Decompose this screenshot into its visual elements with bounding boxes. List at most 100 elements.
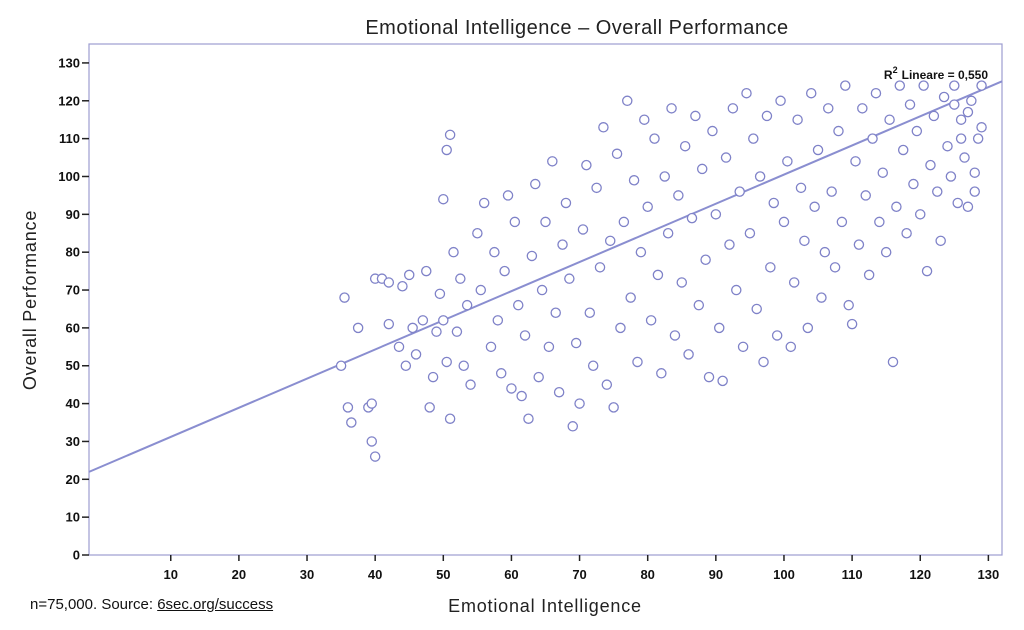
x-axis: 10 20 30 40 50 60 70 80 90 100 110 120 130 <box>164 555 999 582</box>
data-point <box>438 315 449 326</box>
data-point <box>870 87 882 99</box>
data-point <box>949 80 960 91</box>
data-point <box>669 330 681 341</box>
data-point <box>632 356 643 368</box>
data-point <box>744 228 756 239</box>
data-point <box>659 171 670 182</box>
r-superscript: 2 <box>893 65 898 75</box>
data-point <box>846 318 858 330</box>
data-point <box>771 330 783 341</box>
data-point <box>741 87 752 99</box>
y-tick-label: 90 <box>66 207 80 222</box>
data-point <box>935 235 946 247</box>
data-point <box>880 246 892 258</box>
x-tick-label: 30 <box>300 567 314 582</box>
data-point <box>451 326 463 337</box>
data-point <box>366 398 378 409</box>
data-point <box>335 360 347 371</box>
data-point <box>751 303 762 315</box>
data-point <box>570 337 582 349</box>
data-point <box>696 163 708 175</box>
y-tick-label: 70 <box>66 283 80 298</box>
data-point <box>703 371 715 383</box>
x-tick-label: 90 <box>709 567 723 582</box>
data-point <box>717 375 728 387</box>
data-point <box>530 178 541 190</box>
footnote-text: n=75,000. Source: <box>30 596 158 613</box>
y-tick-label: 50 <box>66 358 80 373</box>
data-point <box>625 292 636 303</box>
y-tick-label: 100 <box>58 169 80 184</box>
data-point <box>444 413 456 424</box>
data-point <box>523 413 534 424</box>
data-point <box>421 265 432 277</box>
source-link[interactable]: 6sec.org/success <box>157 596 274 613</box>
data-point <box>441 356 452 368</box>
data-point <box>516 390 527 402</box>
data-point <box>662 228 674 239</box>
data-point <box>765 262 776 273</box>
data-point <box>799 235 810 247</box>
data-point <box>812 144 824 156</box>
data-point <box>560 197 572 209</box>
y-tick-label: 0 <box>73 548 80 563</box>
data-point <box>904 99 916 110</box>
data-point <box>499 265 510 277</box>
data-point <box>495 368 507 379</box>
data-point <box>679 140 691 152</box>
data-point <box>533 371 544 383</box>
data-point <box>853 239 865 250</box>
data-point <box>666 103 677 114</box>
data-point <box>833 125 844 137</box>
x-tick-label: 50 <box>436 567 450 582</box>
y-tick-label: 130 <box>58 55 80 70</box>
data-point <box>972 133 984 144</box>
data-point <box>925 159 936 171</box>
data-point <box>867 133 878 144</box>
data-point <box>894 80 906 91</box>
data-point <box>836 216 848 228</box>
data-point <box>598 122 609 133</box>
data-point <box>932 186 943 197</box>
data-point <box>594 262 606 273</box>
data-point <box>887 356 899 368</box>
data-point <box>802 322 814 334</box>
data-point <box>710 209 722 220</box>
data-point <box>635 246 647 258</box>
data-point <box>724 239 735 250</box>
data-point <box>700 254 711 266</box>
data-point <box>690 110 701 122</box>
data-point <box>601 379 613 390</box>
data-point <box>458 360 469 371</box>
data-point <box>574 398 585 409</box>
data-point <box>792 114 803 125</box>
data-point <box>874 216 885 228</box>
data-point <box>441 144 452 156</box>
data-point <box>938 91 950 103</box>
data-point <box>891 201 902 213</box>
x-tick-label: 20 <box>232 567 246 582</box>
data-point <box>461 299 473 311</box>
data-point <box>918 80 929 91</box>
data-point <box>683 349 694 360</box>
data-point <box>840 80 851 91</box>
data-point <box>397 281 408 292</box>
data-point <box>713 322 725 334</box>
data-point <box>652 269 664 281</box>
data-point <box>587 360 599 371</box>
plot-frame <box>88 43 1003 556</box>
data-point <box>550 307 561 318</box>
data-point <box>945 171 957 182</box>
data-point <box>564 273 575 284</box>
data-point <box>369 451 381 462</box>
data-point <box>502 190 514 201</box>
data-point <box>676 277 688 288</box>
data-point <box>969 167 980 178</box>
data-point <box>577 224 589 235</box>
data-point <box>843 299 854 311</box>
data-point <box>857 103 868 114</box>
data-point <box>775 95 786 107</box>
data-point <box>734 186 745 197</box>
data-point <box>962 201 974 213</box>
